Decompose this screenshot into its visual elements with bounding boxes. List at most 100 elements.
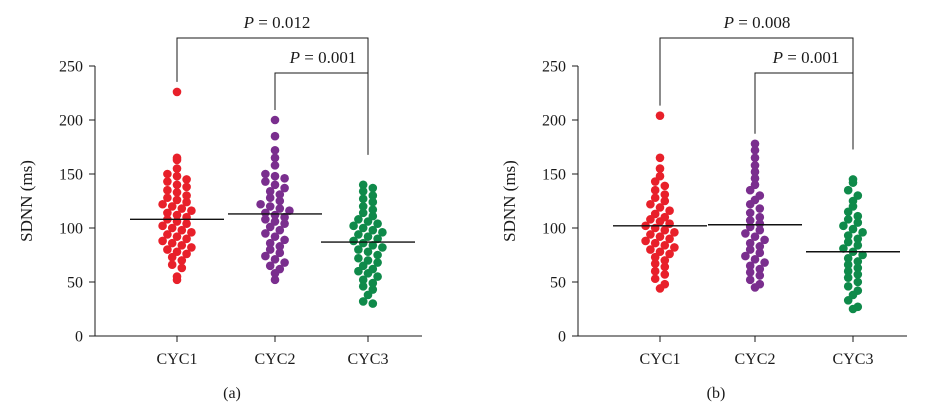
significance-bracket	[754, 72, 854, 150]
y-tick-label: 150	[59, 167, 83, 184]
data-point	[363, 247, 373, 257]
data-point	[843, 185, 853, 195]
data-point	[177, 225, 187, 235]
data-point	[853, 218, 863, 227]
data-point	[270, 269, 280, 278]
data-point	[368, 225, 378, 235]
data-point	[187, 206, 196, 216]
data-point	[741, 229, 750, 238]
data-point	[354, 230, 363, 239]
data-point	[755, 219, 765, 228]
data-point	[853, 234, 863, 244]
data-point	[270, 275, 280, 285]
data-point	[182, 249, 191, 259]
data-point	[172, 180, 182, 190]
data-point	[182, 191, 191, 200]
data-point	[670, 228, 679, 237]
data-point	[280, 212, 289, 222]
y-tick-label: 200	[542, 113, 566, 130]
data-point	[660, 196, 670, 206]
y-tick-label: 50	[67, 275, 83, 292]
data-point	[368, 205, 378, 214]
data-point	[270, 153, 280, 163]
data-point	[261, 208, 270, 218]
data-point	[853, 240, 863, 250]
data-point	[172, 275, 182, 285]
data-point	[275, 248, 285, 258]
data-point	[368, 191, 378, 200]
data-point	[172, 164, 182, 173]
data-point	[750, 167, 760, 177]
data-point	[163, 177, 172, 186]
data-point	[172, 171, 182, 181]
data-point	[167, 202, 177, 211]
x-tick-label: CYC1	[157, 351, 198, 368]
data-point	[358, 202, 368, 211]
data-point	[275, 204, 285, 213]
data-point	[163, 230, 172, 239]
data-point	[650, 185, 660, 195]
data-point	[261, 251, 270, 261]
data-point	[750, 283, 760, 292]
data-point	[650, 238, 660, 248]
data-point	[163, 185, 172, 195]
p-symbol: P	[723, 13, 734, 32]
data-point	[655, 284, 665, 293]
data-point	[755, 212, 765, 222]
data-point	[760, 258, 769, 267]
data-point	[261, 169, 270, 179]
data-point	[167, 252, 177, 262]
significance-bracket	[274, 72, 369, 155]
data-point	[745, 275, 755, 285]
data-point	[750, 255, 760, 264]
data-point	[177, 263, 187, 273]
data-point	[755, 264, 765, 274]
data-point	[378, 228, 387, 237]
data-point	[646, 230, 655, 239]
data-point	[163, 245, 172, 254]
data-point	[655, 111, 665, 120]
data-point	[660, 270, 670, 279]
data-point	[358, 194, 368, 204]
data-point	[363, 290, 373, 300]
data-point	[760, 235, 769, 245]
data-point	[368, 299, 378, 308]
data-point	[172, 87, 182, 97]
data-point	[177, 240, 187, 250]
data-point	[167, 238, 177, 248]
data-point	[265, 261, 275, 271]
p-value-text: = 0.001	[300, 48, 356, 67]
y-tick-label: 0	[75, 329, 83, 346]
data-point	[358, 282, 368, 291]
data-point	[660, 190, 670, 199]
y-tick-label: 150	[542, 167, 566, 184]
data-point	[354, 215, 363, 224]
data-point	[358, 275, 368, 285]
data-point	[848, 178, 858, 187]
y-tick-label: 0	[558, 329, 566, 346]
data-point	[270, 210, 280, 220]
data-point	[280, 174, 289, 183]
data-point	[177, 204, 187, 213]
data-point	[650, 193, 660, 203]
data-point	[354, 266, 363, 276]
data-point	[363, 217, 373, 226]
data-point	[755, 204, 765, 213]
data-point	[187, 228, 196, 237]
data-point	[650, 252, 660, 262]
data-point	[745, 185, 755, 195]
data-point	[358, 186, 368, 196]
y-axis-label: SDNN (ms)	[17, 160, 36, 242]
data-point	[270, 232, 280, 241]
p-value-text: = 0.008	[734, 13, 790, 32]
data-point	[660, 262, 670, 272]
y-tick-label: 200	[59, 113, 83, 130]
data-point	[650, 259, 660, 268]
x-tick-label: CYC2	[255, 351, 296, 368]
p-value-label: P = 0.001	[289, 48, 357, 67]
data-point	[265, 186, 275, 196]
data-point	[270, 255, 280, 264]
data-point	[745, 216, 755, 225]
data-point	[349, 221, 358, 231]
